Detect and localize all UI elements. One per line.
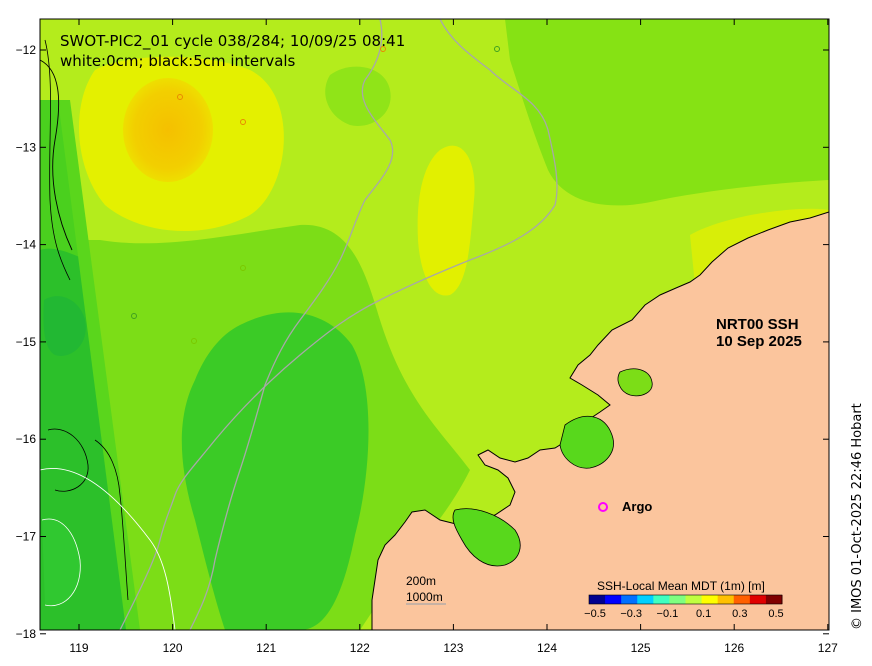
colorbar-tick-label: −0.5 [584, 608, 606, 620]
map-plot-area [40, 19, 829, 630]
x-axis: 119 120 121 122 123 124 125 126 127 [69, 19, 838, 655]
colorbar-segment [717, 595, 735, 604]
x-tick-label: 125 [631, 641, 651, 655]
colorbar-segment [589, 595, 606, 604]
ssh-dark-green-core [181, 312, 369, 630]
ssh-green-patch-small [325, 66, 391, 126]
drifter-marker [131, 313, 137, 319]
colorbar-segment [765, 595, 783, 604]
product-name: NRT00 SSH [716, 316, 799, 333]
colorbar: SSH-Local Mean MDT (1m) [m] −0.5 −0.3 −0.1… [584, 579, 784, 620]
product-date: 10 Sep 2025 [716, 333, 802, 350]
x-tick-label: 123 [443, 641, 463, 655]
swot-swath-contours-2 [47, 428, 89, 492]
depth-label-200m: 200m [406, 574, 436, 588]
swot-swath-contours-3 [41, 518, 81, 607]
colorbar-tick-label: 0.5 [768, 608, 783, 620]
colorbar-tick-label: −0.3 [620, 608, 642, 620]
colorbar-segment [605, 595, 622, 604]
contour-black-1 [40, 59, 73, 251]
swot-swath-contours-5 [94, 439, 129, 601]
x-tick-label: 124 [537, 641, 557, 655]
x-tick-label: 119 [69, 641, 88, 655]
inland-bay-3 [617, 368, 653, 397]
swot-swath-gap [58, 100, 140, 630]
drifter-marker [191, 338, 197, 344]
colorbar-segment [701, 595, 719, 604]
map-frame [39, 18, 830, 631]
contour-white-1 [40, 468, 176, 630]
drifter-marker [380, 46, 386, 52]
drifter-marker [177, 94, 183, 100]
colorbar-frame [588, 594, 783, 605]
y-tick-label: −13 [16, 140, 37, 154]
colorbar-segment [653, 595, 670, 604]
colorbar-title: SSH-Local Mean MDT (1m) [m] [597, 579, 765, 593]
colorbar-ticks: −0.5 −0.3 −0.1 0.1 0.3 0.5 [584, 608, 784, 620]
colorbar-segment [685, 595, 703, 604]
bathymetry-200m [119, 19, 558, 630]
colorbar-tick-label: 0.3 [732, 608, 747, 620]
x-tick-label: 126 [724, 641, 744, 655]
ssh-yellow-region-central [417, 145, 475, 296]
drifter-marker [240, 265, 246, 271]
colorbar-segment [749, 595, 767, 604]
bathymetry-1000m [189, 19, 394, 630]
colorbar-tick-label: −0.1 [657, 608, 679, 620]
drifter-marker [240, 119, 246, 125]
depth-label-1000m: 1000m [406, 590, 443, 604]
colorbar-tick-label: 0.1 [696, 608, 711, 620]
y-tick-label: −16 [16, 432, 37, 446]
y-tick-label: −12 [16, 43, 37, 57]
swot-title: SWOT-PIC2_01 cycle 038/284; 10/09/25 08:… [60, 32, 405, 51]
x-tick-label: 127 [818, 641, 838, 655]
inland-bay-1 [452, 508, 521, 567]
inland-bay-2 [559, 416, 614, 469]
argo-label: Argo [622, 499, 652, 514]
y-axis: −12 −13 −14 −15 −16 −17 −18 [16, 43, 829, 641]
y-tick-label: −15 [16, 335, 37, 349]
contour-legend-text: white:0cm; black:5cm intervals [60, 52, 296, 70]
ssh-orange-region [123, 78, 213, 182]
ssh-green-region-northeast [505, 19, 829, 206]
y-tick-label: −14 [16, 238, 37, 252]
drifter-marker [494, 46, 500, 52]
y-tick-label: −17 [16, 530, 37, 544]
y-tick-label: −18 [16, 627, 37, 641]
colorbar-segment [621, 595, 638, 604]
x-tick-label: 120 [163, 641, 183, 655]
imos-credit: © IMOS 01-Oct-2025 22:46 Hobart [850, 403, 865, 630]
colorbar-segment [733, 595, 751, 604]
colorbar-segment [637, 595, 654, 604]
colorbar-blocks [589, 595, 783, 604]
colorbar-segment [669, 595, 686, 604]
x-tick-label: 122 [350, 641, 370, 655]
swot-swath-contours-1 [43, 296, 86, 356]
swot-swath-contours-4 [44, 39, 71, 281]
argo-marker-icon [598, 502, 608, 512]
x-tick-label: 121 [256, 641, 276, 655]
